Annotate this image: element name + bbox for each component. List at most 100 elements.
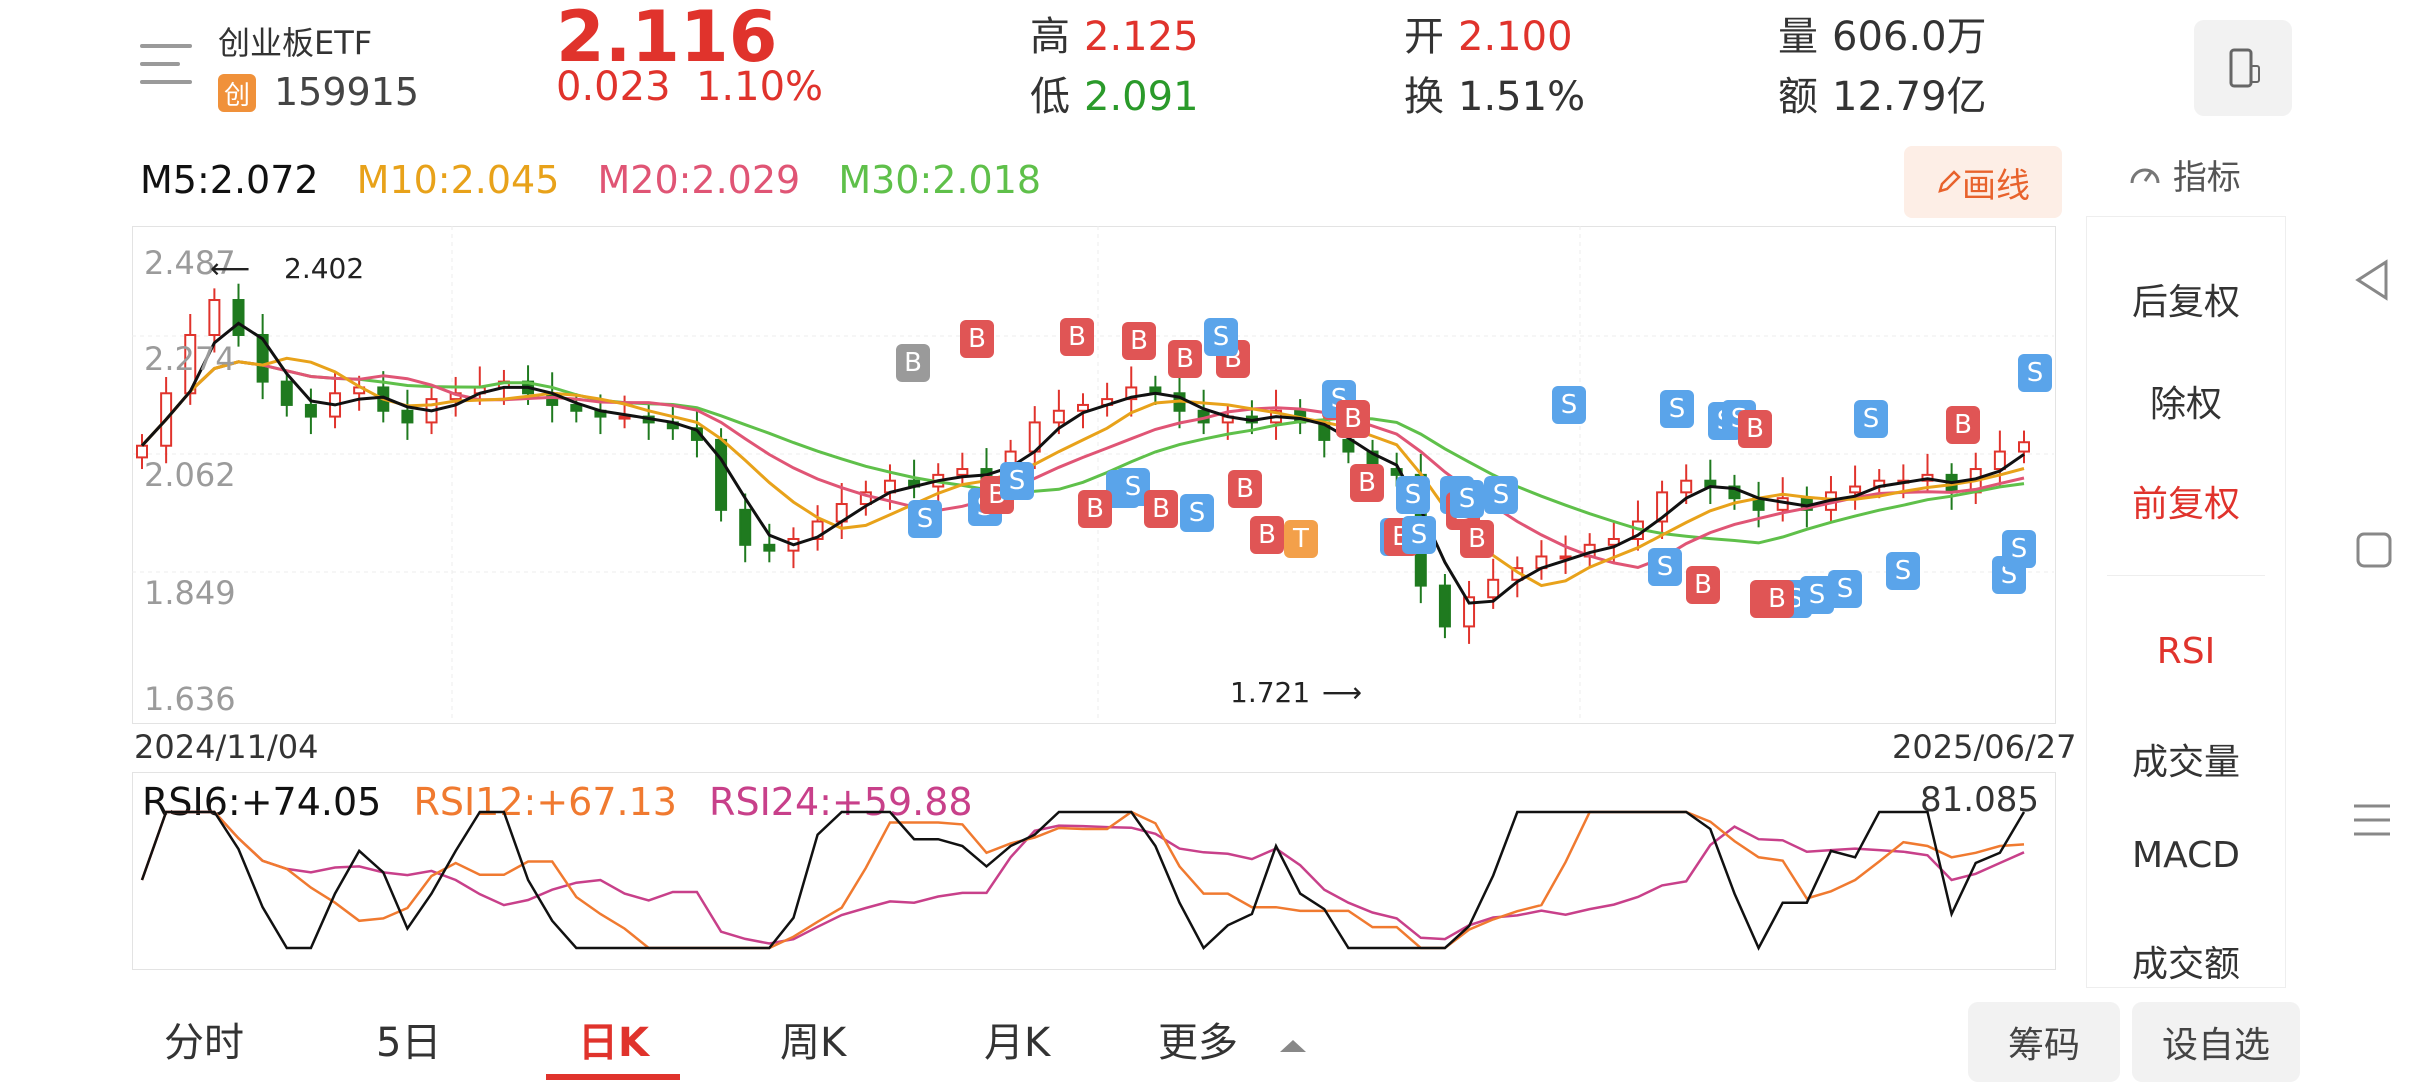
- tab-more[interactable]: 更多: [1158, 1010, 1308, 1068]
- low-arrow: ⟶: [1322, 676, 1363, 709]
- buy-marker[interactable]: B: [1122, 322, 1156, 360]
- sell-marker[interactable]: S: [1000, 462, 1034, 500]
- buy-marker[interactable]: B: [1060, 318, 1094, 356]
- candle-body: [570, 403, 583, 412]
- buy-marker[interactable]: B: [1078, 490, 1112, 528]
- buy-marker[interactable]: B: [1168, 340, 1202, 378]
- candle-body: [208, 299, 221, 336]
- buy-marker[interactable]: B: [1350, 464, 1384, 502]
- candle-body: [1993, 450, 2006, 471]
- change-value: 0.023: [556, 64, 671, 110]
- y-label-min: 1.636: [144, 680, 236, 718]
- candle-body: [1487, 578, 1500, 599]
- high-arrow: ⟵: [210, 252, 251, 285]
- candle-body: [1438, 584, 1451, 628]
- home-nav-icon[interactable]: [2354, 530, 2394, 570]
- buy-marker[interactable]: B: [1250, 516, 1284, 554]
- tab-5day[interactable]: 5日: [376, 1020, 442, 1066]
- kline-chart-area[interactable]: [132, 226, 2056, 724]
- sell-marker[interactable]: S: [1180, 494, 1214, 532]
- buy-marker[interactable]: B: [1686, 566, 1720, 604]
- candle-body: [1849, 485, 1862, 494]
- stat-amount: 额 12.79亿: [1778, 74, 1987, 120]
- buy-marker[interactable]: B: [1760, 580, 1794, 618]
- security-code: 159915: [274, 70, 420, 114]
- candle-body: [859, 491, 872, 506]
- candle-body: [280, 380, 293, 406]
- tab-monthly[interactable]: 月K: [984, 1020, 1051, 1066]
- sell-marker[interactable]: S: [1552, 386, 1586, 424]
- change-percent: 1.10%: [695, 64, 824, 110]
- trade-marker[interactable]: T: [1284, 520, 1318, 558]
- buy-marker[interactable]: B: [1336, 400, 1370, 438]
- buy-marker[interactable]: B: [1460, 520, 1494, 558]
- buy-marker[interactable]: B: [896, 344, 930, 382]
- start-date: 2024/11/04: [134, 728, 319, 766]
- buy-marker[interactable]: B: [960, 320, 994, 358]
- add-watchlist-button[interactable]: 设自选: [2132, 1002, 2300, 1082]
- sell-marker[interactable]: S: [908, 500, 942, 538]
- candle-body: [256, 333, 269, 383]
- tab-weekly[interactable]: 周K: [780, 1020, 847, 1066]
- indicator-button[interactable]: 指标: [2128, 150, 2241, 199]
- sell-marker[interactable]: S: [1648, 548, 1682, 586]
- y-label-3: 2.062: [144, 456, 236, 494]
- buy-marker[interactable]: B: [1738, 410, 1772, 448]
- rsi-svg: [140, 810, 2026, 951]
- candle-body: [739, 508, 752, 546]
- rsi-max-value: 81.085: [1920, 780, 2039, 820]
- sell-marker[interactable]: S: [1886, 552, 1920, 590]
- sell-marker[interactable]: S: [1854, 400, 1888, 438]
- sell-marker[interactable]: S: [1484, 476, 1518, 514]
- side-item-turnover[interactable]: 成交额: [2131, 944, 2240, 983]
- candle-body: [956, 468, 969, 476]
- buy-marker[interactable]: B: [1228, 470, 1262, 508]
- side-item-forward-adjust[interactable]: 前复权: [2131, 484, 2240, 525]
- sell-marker[interactable]: S: [1660, 390, 1694, 428]
- side-item-macd[interactable]: MACD: [2132, 835, 2240, 876]
- phone-icon-button[interactable]: [2194, 20, 2292, 116]
- side-item-backward-adjust[interactable]: 后复权: [2131, 282, 2240, 323]
- active-tab-indicator: [546, 1074, 680, 1080]
- side-item-ex-rights[interactable]: 除权: [2149, 384, 2222, 425]
- draw-line-button[interactable]: 画线: [1904, 146, 2062, 218]
- menu-icon[interactable]: [140, 42, 192, 88]
- stat-high: 高 2.125: [1030, 14, 1199, 60]
- phone-icon: [2229, 48, 2260, 88]
- stat-open: 开 2.100: [1404, 14, 1573, 60]
- ma10-label: M10:2.045: [356, 158, 560, 202]
- candle-body: [1342, 438, 1355, 453]
- candle-body: [1463, 596, 1476, 628]
- sell-marker[interactable]: S: [1828, 570, 1862, 608]
- y-label-max: 2.487: [144, 244, 236, 282]
- candle-body: [1077, 403, 1089, 412]
- stat-low: 低 2.091: [1030, 74, 1199, 120]
- sell-marker[interactable]: S: [1396, 476, 1430, 514]
- candle-body: [1052, 409, 1065, 424]
- stat-volume: 量 606.0万: [1778, 14, 1987, 60]
- buy-marker[interactable]: B: [1946, 406, 1980, 444]
- tab-daily[interactable]: 日K: [578, 1020, 649, 1066]
- recents-nav-icon[interactable]: [2352, 800, 2392, 840]
- side-item-volume[interactable]: 成交量: [2131, 742, 2240, 783]
- rsi-legend: RSI6:+74.05 RSI12:+67.13 RSI24:+59.88: [142, 780, 993, 824]
- pencil-icon: [1938, 170, 1961, 193]
- sell-marker[interactable]: S: [1204, 318, 1238, 356]
- end-date: 2025/06/27: [1892, 728, 2077, 766]
- back-nav-icon[interactable]: [2352, 258, 2392, 302]
- sell-marker[interactable]: S: [2002, 530, 2036, 568]
- sell-marker[interactable]: S: [1402, 516, 1436, 554]
- side-item-rsi[interactable]: RSI: [2156, 631, 2216, 672]
- rsi24-label: RSI24:+59.88: [709, 780, 973, 824]
- last-price: 2.116: [556, 0, 778, 78]
- sell-marker[interactable]: S: [1450, 480, 1484, 518]
- rsi-chart-area[interactable]: [132, 772, 2056, 970]
- ma30-label: M30:2.018: [838, 158, 1042, 202]
- tab-intraday[interactable]: 分时: [164, 1020, 244, 1066]
- candle-body: [2018, 441, 2030, 453]
- sell-marker[interactable]: S: [2018, 354, 2052, 392]
- candle-body: [304, 403, 317, 418]
- chips-button[interactable]: 筹码: [1968, 1002, 2120, 1082]
- buy-marker[interactable]: B: [1144, 490, 1178, 528]
- indicator-side-panel: 后复权 除权 前复权 RSI 成交量 MACD 成交额: [2086, 216, 2286, 988]
